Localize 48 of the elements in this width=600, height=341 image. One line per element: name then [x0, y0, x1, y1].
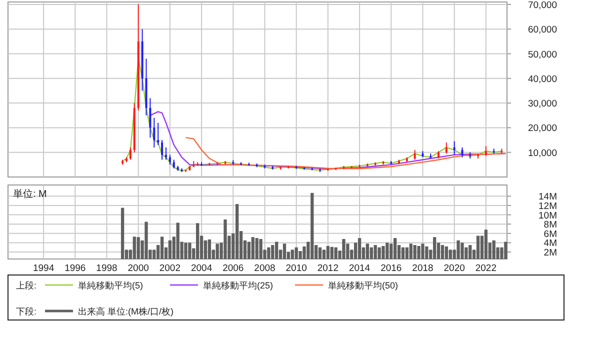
y-tick-label: 40,000 [528, 74, 557, 85]
y-tick-label: 8M [544, 220, 558, 231]
y-tick-label: 4M [544, 238, 558, 250]
x-tick-label: 2012 [317, 263, 339, 274]
y-tick-label: 12M [538, 200, 558, 212]
candlestick [484, 146, 487, 157]
x-tick-label: 2002 [159, 263, 181, 274]
y-axis-title: 単位: M [13, 188, 47, 200]
candlestick [445, 142, 448, 154]
x-tick-label: 2018 [412, 263, 434, 274]
y-tick-label: 50,000 [528, 49, 557, 60]
x-tick-label: 2004 [190, 263, 212, 274]
x-tick-label: 2022 [475, 263, 497, 274]
x-tick-label: 1994 [32, 263, 54, 274]
candlestick [153, 117, 156, 148]
legend-title: 上段: [16, 280, 37, 290]
candlestick [161, 140, 164, 160]
x-tick-label: 2000 [128, 263, 149, 274]
candlestick [149, 98, 152, 138]
x-tick-label: 2008 [254, 263, 276, 274]
candlestick [453, 140, 456, 156]
y-tick-label: 10,000 [528, 148, 557, 159]
x-tick-label: 2014 [348, 263, 370, 274]
y-tick-label: 20,000 [528, 123, 557, 134]
legend-label: 単純移動平均(25) [203, 280, 274, 290]
y-tick-label: 10M [538, 210, 558, 222]
y-tick-label: 60,000 [528, 24, 557, 36]
y-tick-label: 2M [544, 248, 558, 259]
candlestick [168, 154, 171, 166]
x-tick-label: 2006 [222, 263, 244, 274]
candlestick [165, 146, 167, 160]
candlestick [129, 146, 132, 160]
y-tick-label: 30,000 [528, 98, 557, 110]
candlestick [414, 149, 416, 160]
x-tick-label: 2010 [286, 263, 307, 274]
y-tick-label: 6M [544, 228, 558, 240]
candlestick [461, 146, 464, 158]
candlestick [157, 122, 160, 146]
y-tick-label: 70,000 [528, 0, 557, 11]
legend-label: 単純移動平均(50) [328, 280, 398, 290]
x-tick-label: 2020 [444, 263, 465, 274]
legend-title: 下段: [16, 306, 37, 316]
x-tick-label: 2016 [380, 263, 402, 274]
legend-label: 出来高 単位:(M株/口/枚) [78, 306, 174, 316]
x-tick-label: 1996 [64, 263, 86, 274]
legend-label: 単純移動平均(5) [78, 280, 143, 290]
y-tick-label: 14M [538, 192, 558, 203]
x-tick-label: 1998 [96, 263, 118, 274]
